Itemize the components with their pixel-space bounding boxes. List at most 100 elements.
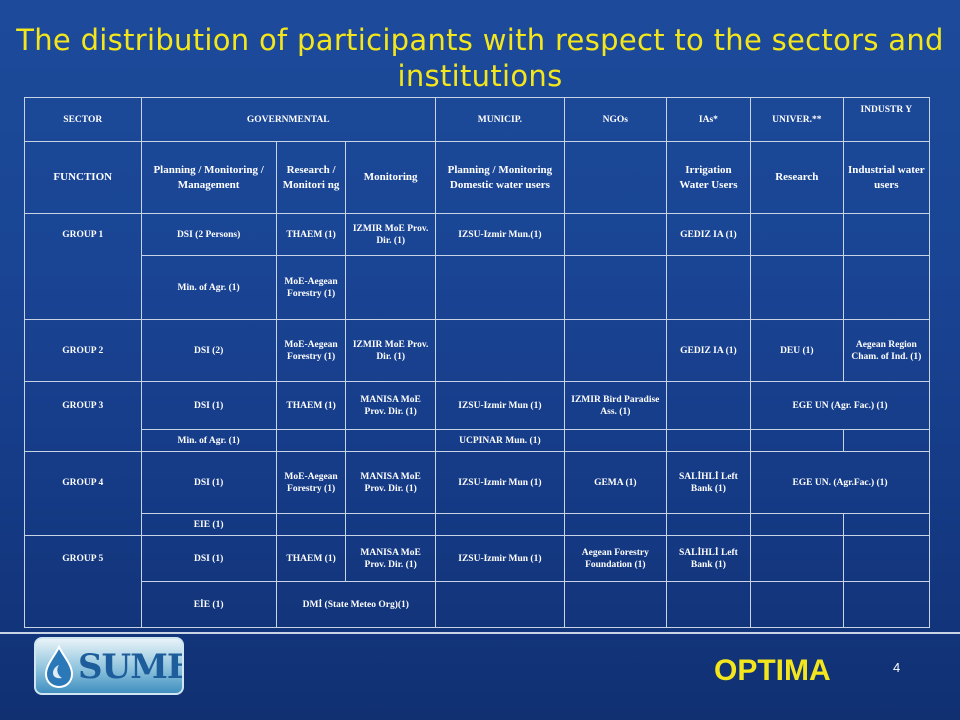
function-irrigation: Irrigation Water Users (665, 141, 752, 214)
table-cell (842, 535, 931, 582)
table-cell (434, 255, 565, 320)
water-drop-icon (44, 645, 74, 689)
table-cell: MANISA MoE Prov. Dir. (1) (345, 381, 436, 430)
header-sector: SECTOR (24, 97, 142, 142)
table-row: GROUP 2 DSI (2) MoE-Aegean Forestry (1) … (24, 319, 931, 382)
table-cell (345, 429, 436, 452)
function-label: FUNCTION (24, 141, 142, 214)
table-cell (563, 213, 667, 256)
table-cell: DMİ (State Meteo Org)(1) (275, 581, 436, 628)
table-cell (24, 513, 142, 536)
table-cell: DSI (2) (140, 319, 277, 382)
table-cell (750, 429, 844, 452)
table-row: Min. of Agr. (1) UCPINAR Mun. (1) (24, 429, 931, 452)
table-cell: MoE-Aegean Forestry (1) (275, 255, 347, 320)
table-cell: IZSU-Izmir Mun.(1) (434, 213, 565, 256)
table-cell: GEDIZ IA (1) (665, 213, 752, 256)
table-cell (665, 513, 752, 536)
table-cell: EGE UN (Agr. Fac.) (1) (750, 381, 930, 430)
table-cell (750, 581, 844, 628)
footer-divider (0, 632, 960, 634)
function-row: FUNCTION Planning / Monitoring / Managem… (24, 141, 931, 214)
table-cell (434, 319, 565, 382)
table-cell: Min. of Agr. (1) (140, 429, 277, 452)
table-cell (563, 319, 667, 382)
table-cell: EGE UN. (Agr.Fac.) (1) (750, 451, 930, 514)
table-cell: SALİHLİ Left Bank (1) (665, 535, 752, 582)
table-cell (750, 513, 844, 536)
table-cell (24, 581, 142, 628)
participants-table: SECTOR GOVERNMENTAL MUNICIP. NGOs IAs* U… (24, 97, 931, 628)
optima-brand: OPTIMA (714, 654, 831, 687)
header-governmental: GOVERNMENTAL (140, 97, 436, 142)
table-cell (750, 213, 844, 256)
group-label: GROUP 3 (24, 381, 142, 430)
table-row: GROUP 3 DSI (1) THAEM (1) MANISA MoE Pro… (24, 381, 930, 430)
table-cell: MoE-Aegean Forestry (1) (275, 451, 347, 514)
header-row: SECTOR GOVERNMENTAL MUNICIP. NGOs IAs* U… (24, 97, 931, 142)
slide-title: The distribution of participants with re… (16, 23, 944, 93)
table-cell (434, 581, 565, 628)
table-cell (842, 429, 931, 452)
table-cell: DSI (1) (140, 535, 277, 582)
table-cell: SALİHLİ Left Bank (1) (665, 451, 752, 514)
function-research: Research / Monitori ng (275, 141, 347, 214)
table-cell (842, 213, 931, 256)
header-industry: INDUSTR Y (842, 97, 931, 142)
table-cell (750, 255, 844, 320)
table-cell (345, 255, 436, 320)
table-cell: GEMA (1) (563, 451, 667, 514)
table-cell (275, 429, 347, 452)
logo-text: SUMER (78, 647, 182, 687)
table-cell: THAEM (1) (275, 213, 347, 256)
table-cell: IZSU-Izmir Mun (1) (434, 381, 565, 430)
table-cell (434, 513, 565, 536)
header-ngos: NGOs (563, 97, 667, 142)
table-cell: THAEM (1) (275, 381, 347, 430)
table-cell: EİE (1) (140, 581, 277, 628)
function-industrial: Industrial water users (842, 141, 931, 214)
table-cell: Aegean Forestry Foundation (1) (563, 535, 667, 582)
table-cell (842, 581, 931, 628)
table-row: Min. of Agr. (1) MoE-Aegean Forestry (1) (24, 255, 931, 320)
table-cell (842, 255, 931, 320)
table-cell: DSI (2 Persons) (140, 213, 277, 256)
function-monitoring: Monitoring (345, 141, 436, 214)
table-row: EIE (1) (24, 513, 931, 536)
table-cell (275, 513, 347, 536)
table-cell (665, 381, 752, 430)
table-row: GROUP 5 DSI (1) THAEM (1) MANISA MoE Pro… (24, 535, 931, 582)
function-univ-research: Research (750, 141, 844, 214)
header-ias: IAs* (665, 97, 752, 142)
table-cell: IZMIR MoE Prov. Dir. (1) (345, 213, 436, 256)
table-cell: DEU (1) (750, 319, 844, 382)
table-cell (563, 255, 667, 320)
table-cell: DSI (1) (140, 451, 277, 514)
table-cell: MANISA MoE Prov. Dir. (1) (345, 535, 436, 582)
function-planning-domestic: Planning / Monitoring Domestic water use… (434, 141, 565, 214)
table-row: GROUP 1 DSI (2 Persons) THAEM (1) IZMIR … (24, 213, 931, 256)
group-label: GROUP 1 (24, 213, 142, 256)
table-cell: IZSU-Izmir Mun (1) (434, 451, 565, 514)
table-cell (750, 535, 844, 582)
table-cell (842, 513, 931, 536)
table-cell: IZMIR Bird Paradise Ass. (1) (563, 381, 667, 430)
table-cell: IZSU-Izmir Mun (1) (434, 535, 565, 582)
table-row: GROUP 4 DSI (1) MoE-Aegean Forestry (1) … (24, 451, 930, 514)
table-cell: DSI (1) (140, 381, 277, 430)
table-cell: UCPINAR Mun. (1) (434, 429, 565, 452)
table-row: EİE (1) DMİ (State Meteo Org)(1) (24, 581, 931, 628)
table-cell: IZMIR MoE Prov. Dir. (1) (345, 319, 436, 382)
table-cell (345, 513, 436, 536)
table-cell: THAEM (1) (275, 535, 347, 582)
table-cell (665, 429, 752, 452)
table-cell: Min. of Agr. (1) (140, 255, 277, 320)
function-ngos (563, 141, 667, 214)
table-cell (563, 429, 667, 452)
table-cell (563, 581, 667, 628)
table-cell: EIE (1) (140, 513, 277, 536)
table-cell: MoE-Aegean Forestry (1) (275, 319, 347, 382)
page-number: 4 (893, 660, 901, 675)
header-municip: MUNICIP. (434, 97, 565, 142)
sumer-logo: SUMER (34, 637, 184, 695)
